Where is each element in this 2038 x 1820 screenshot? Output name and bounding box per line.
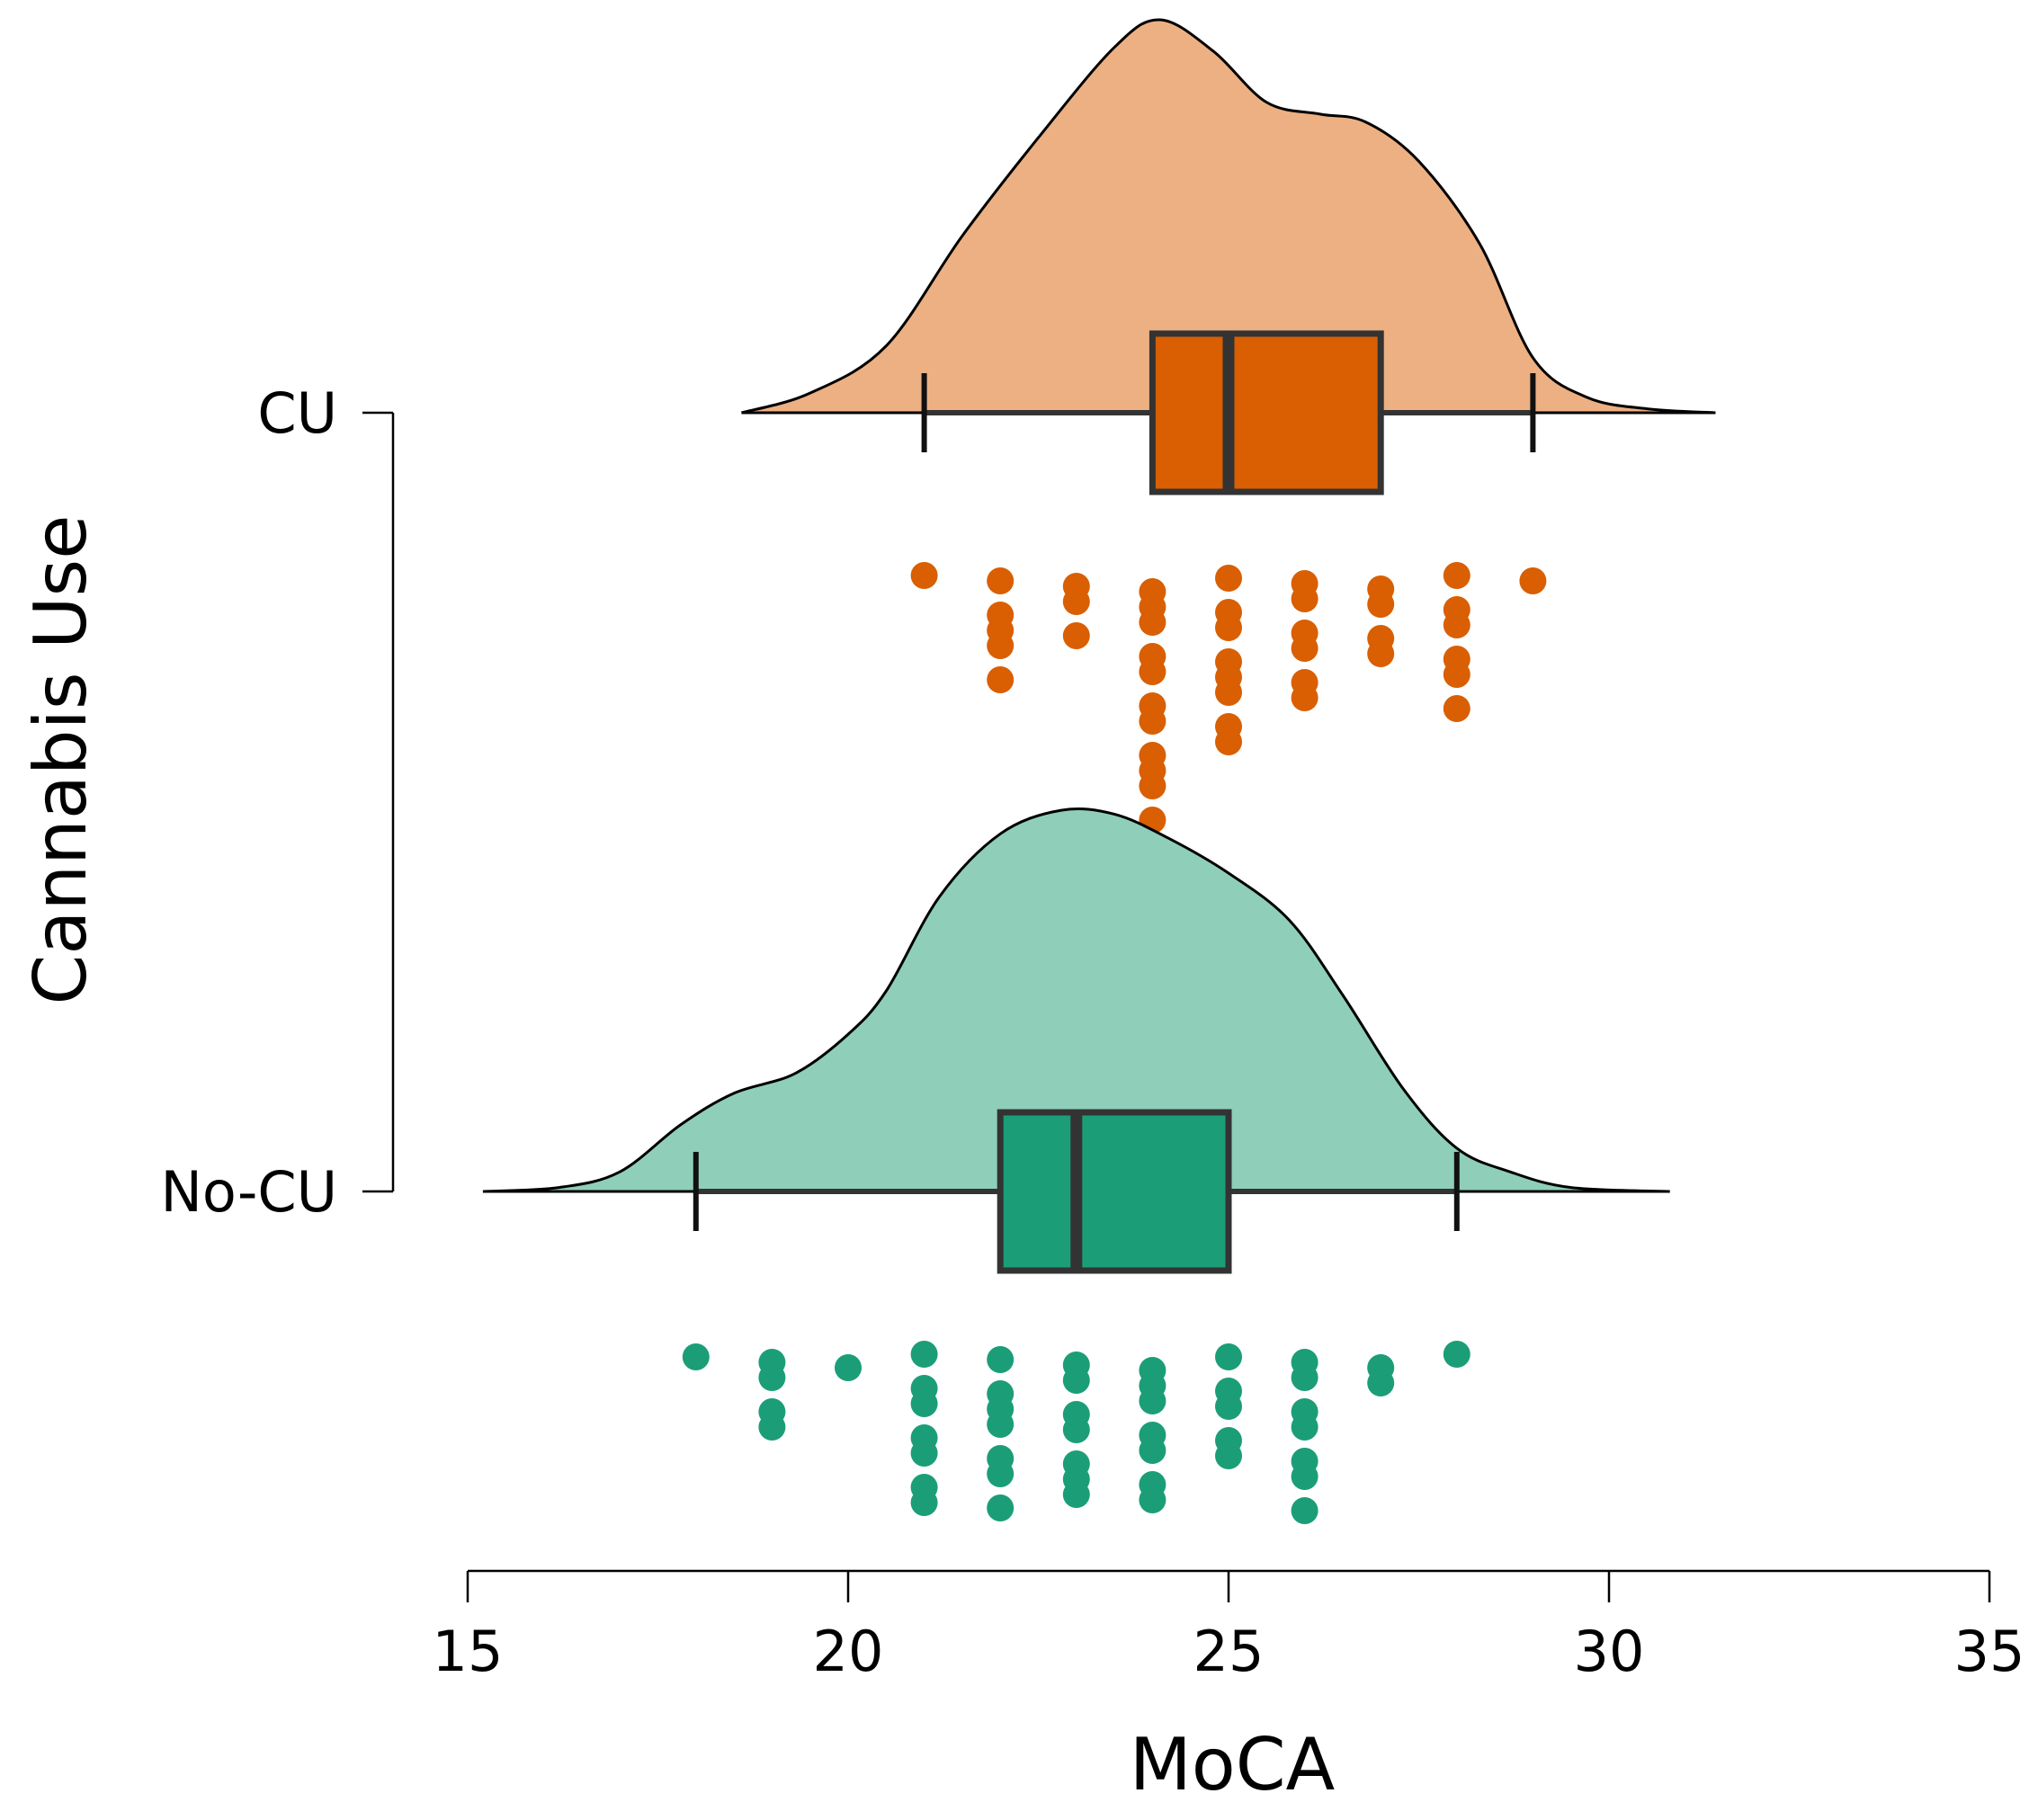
y-axis-title: Cannabis Use [19,515,103,1005]
point-no-cu [1139,1387,1166,1414]
x-tick-label: 25 [1193,1619,1265,1684]
point-cu [1291,684,1318,711]
x-tick-label: 35 [1954,1619,2025,1684]
point-no-cu [1291,1463,1318,1490]
y-tick-label-no-cu: No-CU [160,1159,337,1225]
point-no-cu [1215,1442,1242,1469]
x-axis-title: MoCA [1130,1723,1336,1807]
violin-cu [741,18,1716,415]
point-no-cu [910,1489,938,1516]
point-cu [1215,614,1242,641]
x-tick-label: 30 [1574,1619,1645,1684]
x-tick-label: 20 [813,1619,884,1684]
violin-no-cu [482,807,1670,1193]
point-no-cu [987,1494,1015,1521]
point-cu [910,562,938,589]
point-cu [1443,695,1470,722]
point-no-cu [1367,1369,1395,1396]
point-no-cu [910,1440,938,1467]
x-ticks: 15 20 25 30 35 [433,1571,2025,1684]
point-cu [1215,679,1242,706]
point-no-cu [1215,1393,1242,1420]
x-tick-label: 15 [433,1619,504,1684]
plot-area [482,18,1716,1524]
point-cu [987,666,1015,693]
point-no-cu [910,1390,938,1417]
point-cu [1367,591,1395,618]
point-no-cu [1062,1416,1090,1443]
point-no-cu [1215,1343,1242,1370]
point-cu [1062,588,1090,615]
point-cu [1215,728,1242,755]
point-cu [1443,611,1470,638]
point-no-cu [987,1411,1015,1438]
y-axis: CU No-CU [160,380,395,1225]
point-cu [1291,585,1318,612]
point-no-cu [987,1460,1015,1487]
point-no-cu [1139,1437,1166,1464]
point-no-cu [1291,1364,1318,1391]
group-cu [741,18,1716,834]
point-no-cu [1139,1486,1166,1513]
point-no-cu [758,1414,786,1441]
point-cu [1139,609,1166,636]
point-no-cu [1443,1341,1470,1368]
point-no-cu [1291,1497,1318,1524]
point-no-cu [987,1346,1015,1373]
point-no-cu [1291,1414,1318,1441]
point-no-cu [758,1364,786,1391]
x-axis: 15 20 25 30 35 [433,1569,2025,1684]
point-cu [1139,772,1166,799]
point-cu [987,567,1015,594]
point-cu [1062,622,1090,649]
point-no-cu [1062,1481,1090,1508]
point-cu [987,632,1015,659]
point-no-cu [1062,1367,1090,1394]
y-tick-label-cu: CU [257,380,337,446]
point-cu [1443,562,1470,589]
box-no-cu [997,1109,1232,1274]
point-no-cu [835,1354,862,1381]
point-cu [1291,635,1318,662]
point-no-cu [910,1341,938,1368]
point-no-cu [682,1343,710,1370]
point-cu [1215,565,1242,592]
point-cu [1139,658,1166,685]
box-cu [1149,330,1384,495]
point-cu [1443,661,1470,688]
y-ticks: CU No-CU [160,380,393,1225]
point-cu [1139,708,1166,735]
group-no-cu [482,807,1670,1524]
point-cu [1367,640,1395,667]
point-cu [1519,567,1547,594]
